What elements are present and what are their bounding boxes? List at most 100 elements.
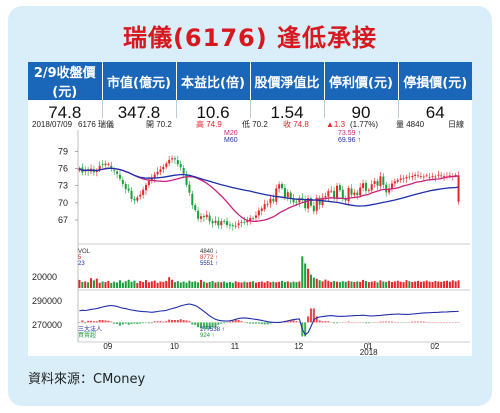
candle-85 [324,192,327,202]
candle-body-24 [147,180,150,186]
candle-body-17 [127,188,130,191]
volume-bar-5 [92,280,95,288]
time-axis-year: 2018 [360,348,378,356]
inst-bar-40 [194,322,197,325]
chart-gridlines [75,130,470,345]
info-pct: (1.77%) [350,120,378,129]
candle-body-56 [240,222,243,223]
inst-bar-108 [390,321,394,323]
candle-64 [263,199,266,212]
inst-bar-37 [185,320,188,323]
candle-body-90 [338,185,341,191]
candle-body-40 [194,205,197,210]
candle-42 [199,213,203,223]
volume-bar-93 [347,280,350,288]
candle-body-34 [176,160,179,165]
candle-113 [405,174,408,183]
volume-bar-12 [113,281,116,288]
candle-body-68 [275,188,278,202]
vol-value-23: 5551 ↑ [200,261,218,267]
candle-46 [211,218,214,228]
candle-body-97 [359,187,362,196]
inst-bar-24 [147,322,150,324]
candle-33 [173,156,176,164]
candle-23 [144,182,148,195]
volume-bar-107 [388,280,391,288]
inst-bar-54 [234,319,237,323]
candle-44 [205,210,208,220]
candle-16 [124,181,127,194]
candle-14 [118,170,121,182]
volume-bar-7 [98,282,101,288]
volume-bar-43 [202,281,205,288]
inst-bar-42 [199,322,203,329]
inst-bar-116 [414,321,417,323]
candle-body-9 [104,163,107,166]
volume-bar-98 [362,279,365,288]
price-tick-label-0: 79 [58,146,68,156]
volume-bar-126 [443,281,446,288]
time-tick-label-3: 12 [294,342,303,351]
volume-bar-108 [390,281,394,288]
candle-62 [257,207,260,220]
time-tick-label-1: 10 [170,342,179,351]
volume-bar-2 [84,281,87,288]
volume-bar-56 [240,282,243,288]
inst-bar-35 [179,319,182,323]
volume-bar-8 [101,281,104,288]
candle-body-100 [367,189,370,191]
candle-body-53 [231,225,234,227]
candle-76 [298,195,301,207]
volume-bar-77 [301,256,304,288]
candle-32 [171,155,174,164]
volume-bar-44 [205,282,208,288]
candle-27 [156,167,159,177]
candle-body-96 [356,192,359,196]
volume-bar-4 [90,278,93,288]
volume-bar-28 [159,281,162,288]
volume-bar-105 [382,281,385,288]
candle-body-88 [333,190,336,199]
candle-49 [220,218,223,230]
volume-bar-110 [396,280,399,288]
metrics-header-row: 2/9收盤價(元) 市值(億元) 本益比(倍) 股價淨值比 停利價(元) 停損價… [28,62,472,100]
volume-bar-69 [278,281,281,288]
inst-bar-119 [422,321,425,323]
candle-body-18 [130,190,133,200]
volume-bar-114 [408,281,411,288]
candle-109 [393,178,396,188]
inst-bar-21 [139,322,142,324]
time-tick-label-0: 09 [103,342,112,351]
price-tick-label-4: 67 [58,215,68,225]
volume-bar-6 [95,278,98,288]
volume-bar-11 [110,282,113,288]
candle-35 [179,160,182,171]
volume-bar-115 [411,281,414,288]
candle-body-50 [223,221,226,222]
volume-bar-35 [179,282,182,288]
candle-15 [121,176,124,188]
volume-bar-116 [414,281,417,288]
volume-bar-128 [448,281,451,288]
inst-bar-63 [260,322,263,325]
volume-bar-87 [330,281,333,288]
volume-bar-86 [327,280,330,288]
inst-bar-75 [295,321,298,323]
candle-body-85 [324,196,327,198]
candle-122 [431,172,434,180]
candle-9 [104,160,107,170]
inst-bar-22 [142,322,145,324]
candle-body-0 [78,168,81,171]
volume-bar-10 [107,280,110,288]
volume-bar-27 [156,282,159,288]
volume-bar-14 [118,280,121,288]
volume-bar-112 [402,282,405,288]
candle-body-11 [110,165,113,169]
candle-87 [330,186,333,194]
candle-43 [202,213,205,222]
inst-bar-17 [127,322,130,325]
candle-body-21 [139,194,142,197]
candle-body-79 [307,198,310,209]
volume-bar-0 [78,279,81,288]
volume-bar-95 [353,281,356,288]
